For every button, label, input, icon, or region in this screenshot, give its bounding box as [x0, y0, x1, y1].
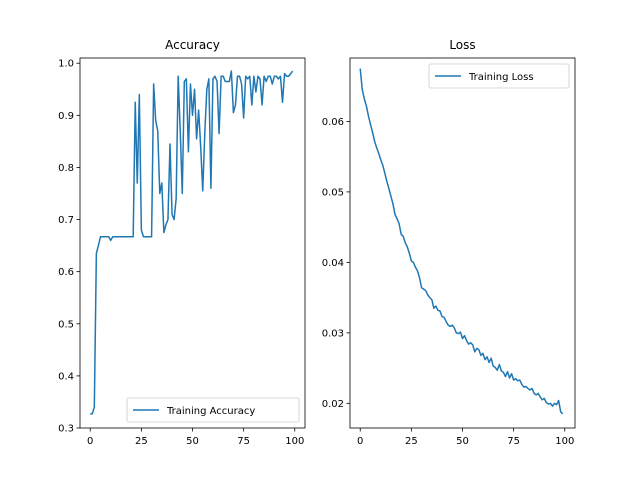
loss-x-tick-label: 100	[555, 436, 574, 447]
loss-legend-box	[428, 63, 570, 89]
loss-x-tick-label: 50	[456, 436, 469, 447]
loss-x-tick-label: 25	[405, 436, 418, 447]
loss-title: Loss	[449, 38, 475, 52]
accuracy-series-line	[90, 70, 294, 415]
accuracy-y-tick-label: 0.3	[58, 424, 74, 435]
loss-chart: Loss 0 25 50 75 100 0.02 0.03 0.04 0.05 0.06 Traini…	[322, 38, 576, 447]
accuracy-x-tick-label: 25	[135, 436, 148, 447]
loss-x-tick-label: 75	[507, 436, 520, 447]
accuracy-y-tick-label: 0.5	[58, 319, 74, 330]
loss-x-tick-label: 0	[357, 436, 363, 447]
accuracy-y-tick-label: 0.9	[58, 111, 74, 122]
accuracy-title: Accuracy	[165, 38, 220, 52]
accuracy-legend-box	[126, 397, 300, 423]
loss-y-tick-label: 0.05	[322, 187, 344, 198]
accuracy-y-tick-label: 0.7	[58, 215, 74, 226]
loss-legend-label: Training Loss	[468, 72, 534, 83]
accuracy-legend-label: Training Accuracy	[166, 406, 255, 417]
accuracy-x-tick-label: 75	[237, 436, 250, 447]
accuracy-y-tick-label: 0.6	[58, 267, 74, 278]
accuracy-y-tick-label: 0.8	[58, 163, 74, 174]
loss-y-tick-label: 0.03	[322, 328, 344, 339]
loss-y-tick-label: 0.06	[322, 117, 344, 128]
accuracy-y-tick-label: 1.0	[58, 59, 74, 70]
accuracy-y-tick-label: 0.4	[58, 371, 74, 382]
accuracy-chart: Accuracy 0 25 50 75 100 0.3 0.4 0.5 0.6 0.7 0.8 0.9 1…	[58, 38, 306, 447]
loss-series-line	[359, 68, 564, 415]
accuracy-x-tick-label: 0	[87, 436, 93, 447]
accuracy-x-tick-label: 100	[285, 436, 304, 447]
loss-y-tick-label: 0.02	[322, 399, 344, 410]
accuracy-x-tick-label: 50	[186, 436, 199, 447]
loss-y-tick-label: 0.04	[322, 258, 344, 269]
